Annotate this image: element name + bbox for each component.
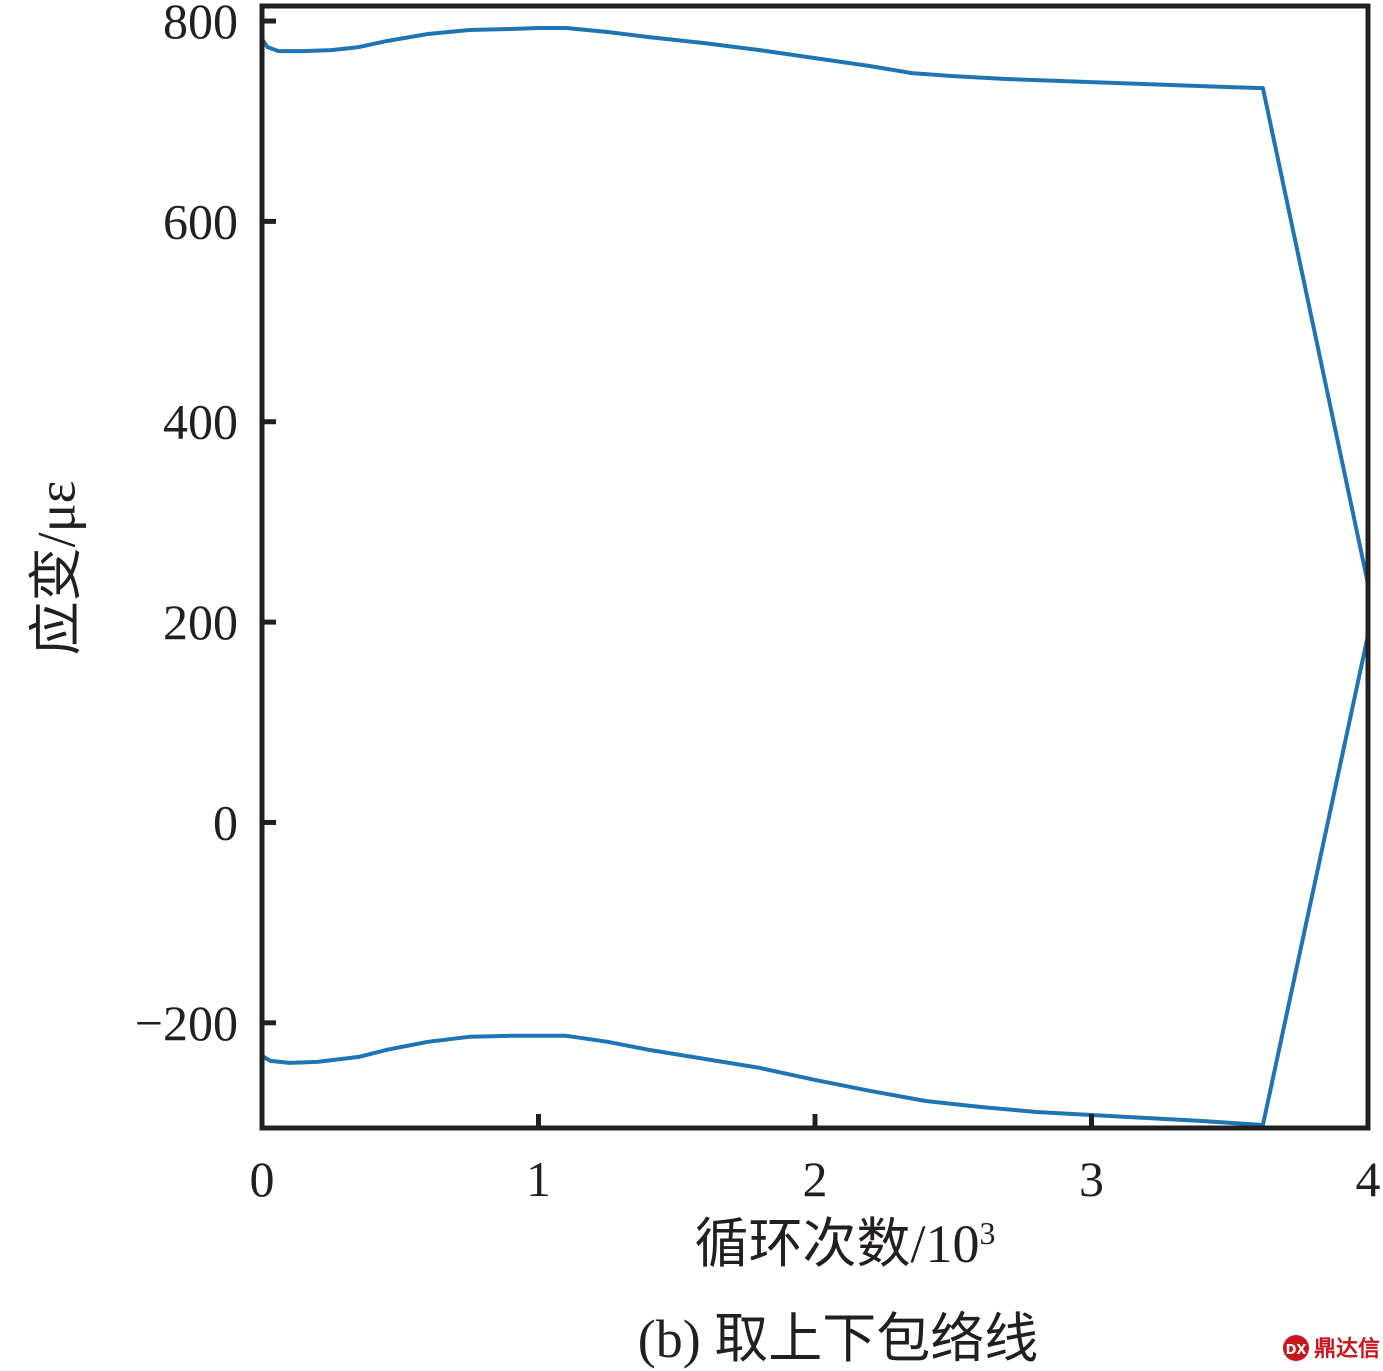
series-layer: [260, 26, 1370, 1127]
series-line-1: [260, 26, 1370, 585]
y-tick-label: 600: [163, 193, 238, 249]
x-axis-title-base: 循环次数/10: [694, 1214, 979, 1274]
y-tick-label: 200: [163, 594, 238, 650]
watermark: DX 鼎达信: [1283, 1335, 1380, 1362]
figure-caption: (b) 取上下包络线: [638, 1309, 1038, 1369]
y-axis-title: 应变/με: [26, 481, 86, 656]
x-tick-label: 4: [1356, 1151, 1381, 1207]
y-tick-label: 800: [163, 0, 238, 49]
svg-text:DX: DX: [1286, 1343, 1307, 1358]
x-axis-title: 循环次数/103: [694, 1214, 995, 1274]
watermark-text: 鼎达信: [1314, 1336, 1380, 1362]
x-tick-label: 2: [803, 1151, 828, 1207]
tick-layer: [262, 18, 1094, 1128]
plot-frame: [259, 3, 1371, 1131]
x-tick-label: 0: [250, 1151, 275, 1207]
series-line-2: [260, 634, 1370, 1127]
x-axis-title-superscript: 3: [980, 1215, 996, 1251]
y-axis-title-text: 应变/με: [26, 481, 86, 656]
x-tick-label: 3: [1079, 1151, 1104, 1207]
y-tick-label: 0: [213, 794, 238, 850]
watermark-logo-icon: [1283, 1335, 1309, 1361]
y-tick-label: −200: [135, 995, 238, 1051]
x-tick-label: 1: [526, 1151, 551, 1207]
y-tick-label: 400: [163, 394, 238, 450]
tick-label-layer: 0 1 2 3 4 −200 0 200 400 600 800: [135, 0, 1381, 1207]
